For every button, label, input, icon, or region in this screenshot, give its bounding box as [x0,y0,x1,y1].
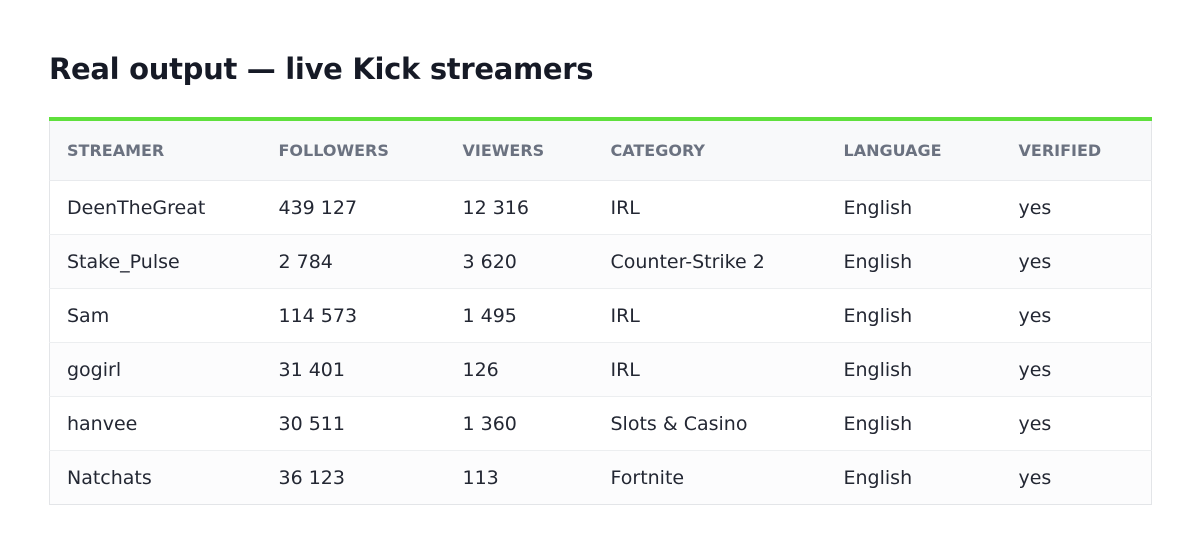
streamers-table: STREAMER FOLLOWERS VIEWERS CATEGORY LANGUAGE… [49,117,1152,505]
table-cell: yes [1001,450,1152,505]
table-cell: English [826,342,1002,397]
page-title: Real output — live Kick streamers [49,52,594,86]
table-body: DeenTheGreat 439 127 12 316 IRL English yes St… [49,180,1152,505]
column-header: FOLLOWERS [261,119,446,181]
table-cell: 126 [445,342,594,397]
table-cell: IRL [593,288,827,343]
table-cell: 3 620 [445,234,594,289]
column-header: LANGUAGE [826,119,1002,181]
table-cell: English [826,450,1002,505]
table-cell: English [826,180,1002,235]
table-cell: 113 [445,450,594,505]
table-row: Natchats 36 123 113 Fortnite English yes [49,450,1152,505]
table-cell: yes [1001,234,1152,289]
column-header: CATEGORY [593,119,827,181]
table-row: Stake_Pulse 2 784 3 620 Counter-Strike 2 Eng… [49,234,1152,289]
table-cell: 2 784 [261,234,446,289]
column-header: STREAMER [49,119,262,181]
table-cell: Natchats [49,450,262,505]
table-row: Sam 114 573 1 495 IRL English yes [49,288,1152,343]
table-cell: yes [1001,342,1152,397]
table-cell: Slots & Casino [593,396,827,451]
table-row: gogirl 31 401 126 IRL English yes [49,342,1152,397]
table-cell: IRL [593,180,827,235]
table-cell: Stake_Pulse [49,234,262,289]
table-cell: 439 127 [261,180,446,235]
table-cell: hanvee [49,396,262,451]
table-cell: 30 511 [261,396,446,451]
column-header: VERIFIED [1001,119,1152,181]
table-row: hanvee 30 511 1 360 Slots & Casino English ye… [49,396,1152,451]
table-cell: gogirl [49,342,262,397]
table-cell: yes [1001,396,1152,451]
table-cell: 1 495 [445,288,594,343]
table-cell: 36 123 [261,450,446,505]
header-row: STREAMER FOLLOWERS VIEWERS CATEGORY LANGUAGE… [49,119,1152,181]
table-cell: yes [1001,180,1152,235]
table-cell: English [826,396,1002,451]
table-cell: DeenTheGreat [49,180,262,235]
table-cell: yes [1001,288,1152,343]
table-cell: 1 360 [445,396,594,451]
table-cell: English [826,288,1002,343]
table-row: DeenTheGreat 439 127 12 316 IRL English yes [49,180,1152,235]
table-cell: IRL [593,342,827,397]
table-cell: 12 316 [445,180,594,235]
table-cell: Counter-Strike 2 [593,234,827,289]
table-cell: English [826,234,1002,289]
table-cell: 114 573 [261,288,446,343]
table-cell: Sam [49,288,262,343]
table-cell: 31 401 [261,342,446,397]
table-cell: Fortnite [593,450,827,505]
column-header: VIEWERS [445,119,594,181]
